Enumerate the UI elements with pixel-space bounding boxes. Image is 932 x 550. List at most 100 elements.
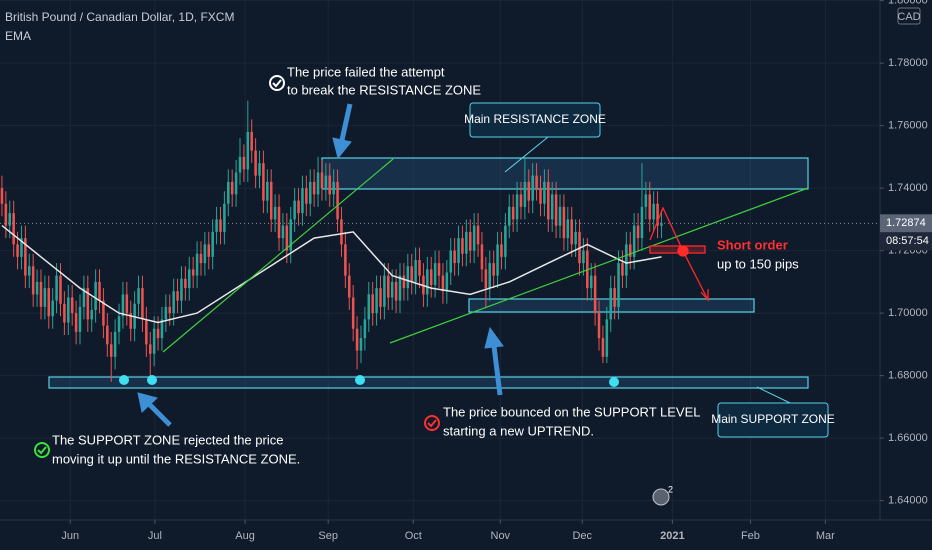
- candle-body: [562, 206, 566, 239]
- candle-body: [211, 231, 214, 257]
- candle-body: [70, 297, 74, 314]
- candle-body: [632, 225, 636, 257]
- candle-body: [511, 206, 515, 220]
- candle-body: [613, 288, 616, 307]
- candle-body: [277, 206, 281, 239]
- candle-body: [484, 269, 488, 289]
- candle-body: [227, 181, 230, 204]
- y-tick-label: 1.76000: [888, 120, 928, 132]
- callout-pointer: [756, 386, 791, 404]
- candle-body: [102, 300, 105, 326]
- touch-point: [119, 375, 129, 385]
- candle-body: [570, 219, 573, 245]
- candle-body: [472, 225, 476, 251]
- check-icon: [37, 446, 47, 455]
- countdown-tag: [880, 232, 932, 251]
- candle-body: [383, 275, 386, 307]
- candle-body: [320, 172, 324, 189]
- callout-pointer: [504, 136, 549, 173]
- candle-body: [219, 219, 222, 232]
- candle-body: [621, 263, 624, 276]
- price-tag: [880, 214, 932, 233]
- x-tick-label: 2021: [660, 530, 684, 542]
- candle-body: [121, 294, 125, 317]
- candle-body: [550, 194, 554, 220]
- candle-body: [203, 244, 207, 264]
- candle-body: [359, 338, 363, 351]
- candle-body: [98, 281, 101, 301]
- short-path: [649, 206, 709, 301]
- candle-body: [527, 181, 531, 201]
- candle-body: [67, 297, 70, 323]
- candle-body: [402, 275, 406, 289]
- y-tick-label: 1.64000: [888, 495, 928, 507]
- note-text: The price failed the attempt: [287, 64, 445, 79]
- y-tick-label: 1.78000: [888, 57, 928, 69]
- check-icon: [272, 79, 282, 88]
- price-tag-label: 1.72874: [886, 217, 926, 229]
- candle-body: [230, 181, 234, 195]
- candle-body: [250, 131, 253, 151]
- currency: CAD: [897, 11, 920, 23]
- short-label: Short order: [717, 237, 788, 252]
- touch-points: [119, 375, 619, 387]
- candle-body: [437, 263, 441, 276]
- candle-body: [234, 172, 238, 195]
- touch-point: [609, 377, 619, 387]
- candle-body: [441, 275, 445, 292]
- candle-body: [601, 338, 605, 357]
- x-tick-label: Dec: [572, 530, 592, 542]
- candle-body: [297, 200, 300, 214]
- candle-body: [449, 250, 452, 273]
- candle-body: [199, 253, 203, 264]
- callout: [717, 402, 829, 438]
- candle-body: [379, 288, 382, 307]
- candle-body: [644, 194, 648, 207]
- note-text: moving it up until the RESISTANCE ZONE.: [52, 451, 300, 466]
- touch-point: [147, 375, 157, 385]
- candle-body: [0, 188, 4, 204]
- arrow: [339, 103, 353, 141]
- candle-body: [351, 297, 355, 329]
- short-entry: [677, 245, 689, 257]
- candle-body: [164, 306, 168, 320]
- candle-body: [74, 313, 78, 332]
- currency-box: [897, 7, 921, 25]
- candle-body: [137, 288, 140, 304]
- callout-text: Main RESISTANCE ZONE: [464, 112, 606, 126]
- short-box: [649, 245, 706, 254]
- candle-body: [660, 223, 663, 226]
- candle-body: [94, 281, 97, 310]
- candle-body: [238, 156, 242, 173]
- note-text: starting a new UPTREND.: [443, 423, 594, 438]
- candle-body: [652, 203, 655, 220]
- candle-body: [371, 294, 374, 314]
- candle-body: [86, 288, 90, 320]
- candle-body: [628, 244, 632, 257]
- candle-body: [273, 206, 277, 220]
- candle-body: [16, 244, 19, 257]
- candle-body: [426, 269, 429, 295]
- candle-body: [582, 250, 585, 264]
- x-tick-label: Aug: [235, 530, 255, 542]
- arrow-head: [332, 137, 352, 160]
- candle-body: [78, 306, 82, 332]
- candle-body: [160, 319, 164, 339]
- candle-body: [539, 188, 542, 204]
- candle-body: [593, 275, 597, 314]
- x-tick-label: Feb: [741, 530, 760, 542]
- candle-body: [367, 294, 371, 320]
- arrow-head: [484, 326, 504, 349]
- arrows: [137, 103, 504, 427]
- candle-body: [523, 181, 527, 207]
- x-tick-label: Jun: [61, 530, 79, 542]
- candle-body: [519, 194, 523, 207]
- candle-body: [266, 181, 269, 201]
- trend-line: [162, 158, 394, 353]
- candle-body: [445, 272, 449, 292]
- candle-body: [496, 244, 499, 276]
- candle-body: [117, 316, 121, 332]
- support-zone: [48, 376, 809, 389]
- candle-body: [301, 188, 304, 214]
- candle-body: [394, 281, 398, 301]
